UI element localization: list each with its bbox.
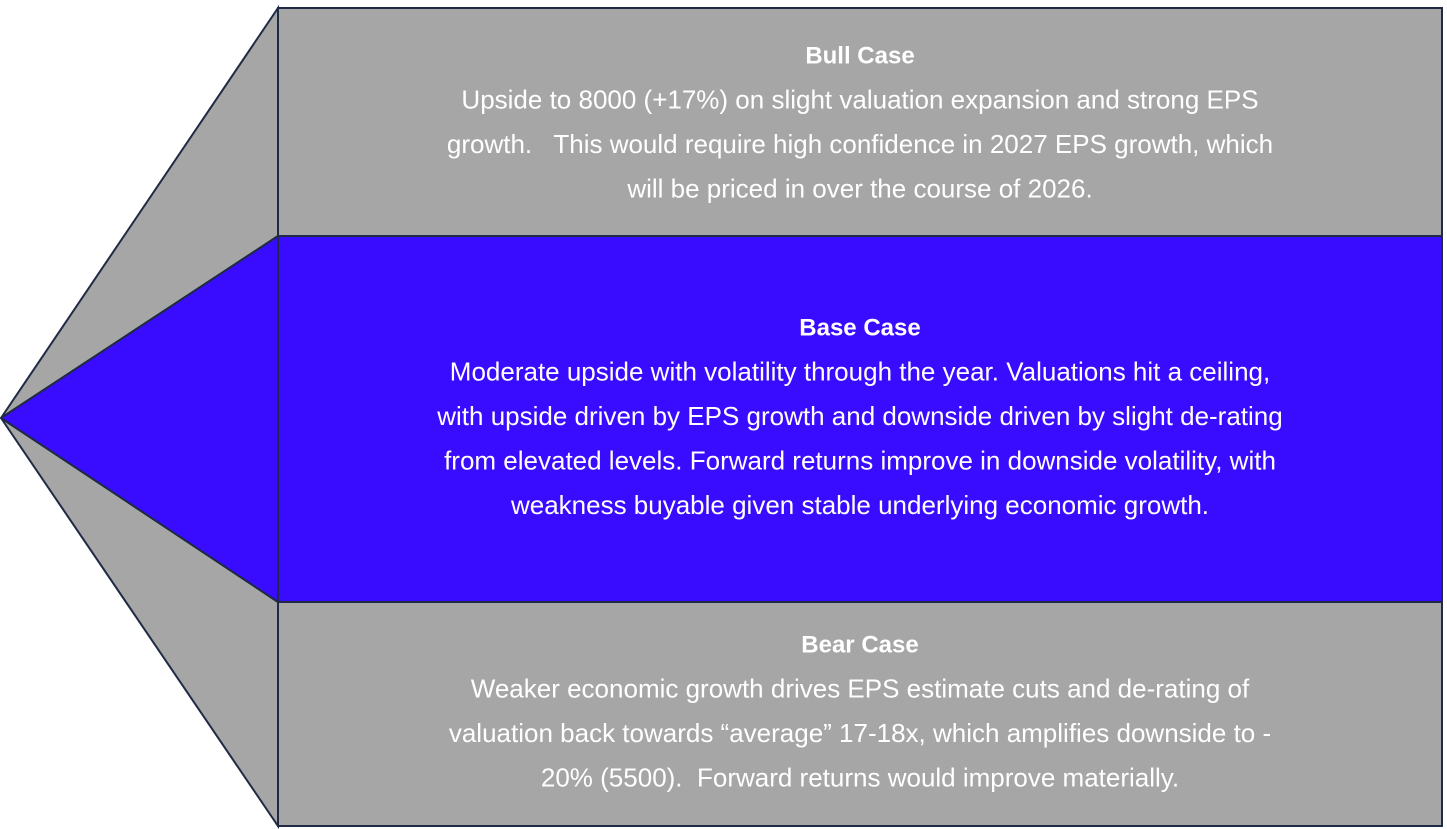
- base-box: [277, 235, 1443, 603]
- case-title: Bear Case: [801, 631, 918, 658]
- case-text: Upside to 8000 (+17%) on slight valuatio…: [461, 84, 1258, 114]
- case-text: valuation back towards “average” 17-18x,…: [449, 718, 1271, 748]
- case-title: Bull Case: [805, 42, 914, 69]
- case-text: with upside driven by EPS growth and dow…: [436, 401, 1282, 431]
- case-text: weakness buyable given stable underlying…: [510, 490, 1209, 520]
- case-text: from elevated levels. Forward returns im…: [444, 445, 1276, 475]
- case-text: Moderate upside with volatility through …: [450, 356, 1270, 386]
- bear-box: [277, 601, 1443, 827]
- case-title: Base Case: [799, 314, 920, 341]
- case-text: 20% (5500). Forward returns would improv…: [541, 762, 1179, 792]
- case-text: Weaker economic growth drives EPS estima…: [471, 673, 1250, 703]
- bull-box: [277, 7, 1443, 237]
- case-text: will be priced in over the course of 202…: [626, 173, 1092, 203]
- case-text: growth. This would require high confiden…: [447, 129, 1273, 159]
